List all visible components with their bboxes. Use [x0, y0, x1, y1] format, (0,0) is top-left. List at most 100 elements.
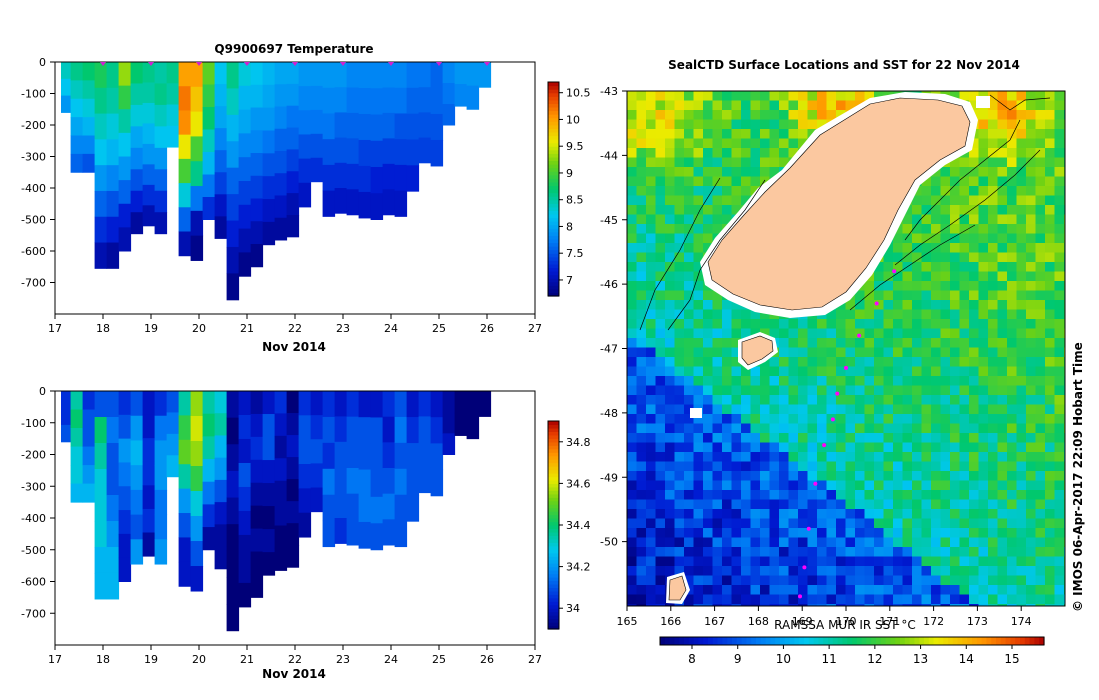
sst-cell-27-3	[655, 347, 666, 358]
sst-cell-49-42	[1026, 556, 1036, 567]
sst-cell-45-26	[874, 518, 884, 529]
sst-cell-32-14	[760, 395, 770, 405]
sst-cell-20-6	[684, 281, 694, 291]
sst-cell-39-25	[864, 461, 875, 472]
sst-cell-45-12	[741, 518, 751, 529]
sst-cell-39-36	[969, 461, 979, 472]
temperature-colorbar-swatch-1	[548, 288, 559, 294]
sst-cell-11-8	[703, 195, 713, 206]
sst-cell-34-22	[836, 414, 846, 424]
sst-cell-9-1	[636, 176, 647, 187]
sst-cell-32-7	[693, 395, 704, 405]
sst-cell-43-10	[722, 499, 732, 510]
salinity-profile-0-bin-0	[61, 391, 74, 409]
sst-cell-35-16	[779, 423, 789, 434]
sst-cell-42-25	[864, 490, 875, 500]
sst-cell-8-9	[712, 167, 723, 177]
sst-cell-14-2	[646, 224, 656, 234]
sst-cell-36-32	[931, 433, 941, 443]
sst-cell-30-6	[684, 376, 694, 386]
sst-cell-50-32	[931, 566, 941, 576]
sst-cell-32-38	[988, 395, 998, 405]
sst-cell-29-6	[684, 366, 694, 377]
temperature-profile-15-bin-2	[238, 109, 252, 134]
sst-cell-34-24	[855, 414, 865, 424]
sst-colorbar-swatch-0	[660, 637, 666, 645]
sst-cell-24-17	[788, 319, 799, 329]
sst-cell-41-19	[807, 480, 818, 491]
sst-cell-52-16	[779, 585, 789, 595]
sst-cell-33-22	[836, 404, 846, 415]
sst-cell-42-8	[703, 490, 713, 500]
salinity-profile-5-bin-3	[118, 462, 132, 487]
temperature-profile-31-bin-2	[430, 113, 444, 141]
temperature-profile-9-bin-0	[166, 62, 180, 84]
sst-cell-49-8	[703, 556, 713, 567]
sst-cell-37-42	[1026, 442, 1036, 453]
sst-cell-1-44	[1045, 100, 1055, 111]
sst-colorbar-swatch-27	[789, 637, 795, 645]
sst-cell-33-24	[855, 404, 865, 415]
sst-cell-27-26	[874, 347, 884, 358]
temperature-profile-32-bin-2	[442, 104, 456, 126]
sst-cell-2-13	[750, 110, 761, 120]
sst-cell-32-22	[836, 395, 846, 405]
sst-cell-40-1	[636, 471, 647, 481]
sst-cell-32-6	[684, 395, 694, 405]
sst-cell-42-2	[646, 490, 656, 500]
sst-cell-41-26	[874, 480, 884, 491]
sst-cell-22-32	[931, 300, 941, 310]
sst-cell-28-23	[845, 357, 856, 367]
temperature-profile-14-bin-4	[226, 167, 240, 195]
salinity-profile-8-bin-1	[154, 415, 168, 441]
temperature-profile-32-bin-0	[442, 62, 456, 84]
salinity-profile-15-bin-7	[238, 558, 252, 584]
temperature-profile-29-bin-4	[406, 165, 420, 192]
sst-cell-5-7	[693, 138, 704, 149]
sst-cell-3-41	[1016, 119, 1027, 130]
sst-cell-43-45	[1054, 499, 1065, 510]
sst-cell-22-45	[1054, 300, 1065, 310]
sst-cell-51-18	[798, 575, 808, 586]
temperature-profile-3-bin-4	[94, 165, 108, 192]
sst-cell-32-5	[674, 395, 685, 405]
sst-cell-54-44	[1045, 604, 1055, 606]
salinity-profile-20-bin-5	[298, 512, 312, 538]
sst-cell-29-37	[978, 366, 989, 377]
temperature-x-tick-1: 18	[96, 322, 110, 335]
sst-cell-36-23	[845, 433, 856, 443]
salinity-profile-14-bin-0	[226, 391, 240, 419]
sst-cell-43-23	[845, 499, 856, 510]
sst-cell-4-44	[1045, 129, 1055, 139]
sst-cell-29-23	[845, 366, 856, 377]
sst-cell-30-41	[1016, 376, 1027, 386]
temperature-profile-27-bin-3	[382, 138, 396, 165]
sst-cell-31-39	[997, 385, 1008, 396]
sst-cell-50-38	[988, 566, 998, 576]
temperature-profile-10-bin-5	[178, 183, 192, 208]
sst-cell-52-2	[646, 585, 656, 595]
temperature-profile-23-bin-1	[334, 87, 348, 113]
sst-cell-51-24	[855, 575, 865, 586]
sst-cell-39-37	[978, 461, 989, 472]
sst-cell-46-3	[655, 528, 666, 538]
sst-cell-18-34	[950, 262, 960, 272]
sst-cell-26-19	[807, 338, 818, 348]
sst-cell-49-10	[722, 556, 732, 567]
sst-cell-14-41	[1016, 224, 1027, 234]
temperature-profile-24-bin-5	[346, 189, 360, 216]
sst-cell-28-18	[798, 357, 808, 367]
sst-cell-25-42	[1026, 328, 1036, 339]
sst-cell-23-32	[931, 309, 941, 320]
sst-cell-8-39	[997, 167, 1008, 177]
sst-cell-42-42	[1026, 490, 1036, 500]
salinity-profile-7-bin-0	[142, 391, 156, 416]
sst-cell-36-25	[864, 433, 875, 443]
sst-cell-14-37	[978, 224, 989, 234]
sst-cell-43-42	[1026, 499, 1036, 510]
sst-cell-47-19	[807, 537, 818, 548]
salinity-profile-11-bin-6	[190, 541, 204, 567]
temperature-profile-25-bin-4	[358, 165, 372, 193]
sst-cell-16-45	[1054, 243, 1065, 253]
